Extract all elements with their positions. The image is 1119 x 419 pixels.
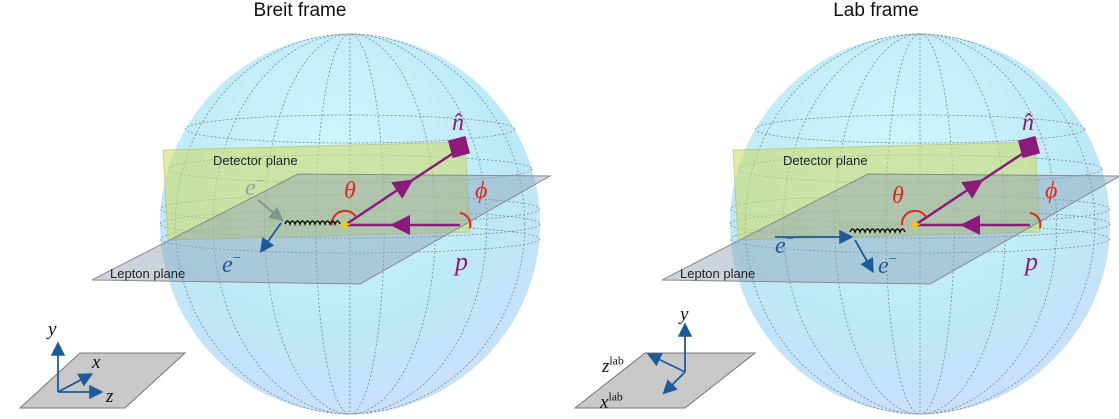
latitude <box>159 209 541 239</box>
electron-in-label-base: e <box>245 175 256 201</box>
lepton-label: Lepton plane <box>110 266 185 281</box>
axis-label-base: z <box>105 386 114 407</box>
axis-label: x <box>91 352 101 373</box>
axis-label-base: y <box>678 304 689 325</box>
latitude <box>167 154 533 184</box>
electron-out-label-base: e <box>222 252 233 278</box>
electron-out-label-base: e <box>878 253 889 279</box>
theta-label: θ <box>344 178 356 204</box>
panel: Breit frame Detector plane Lepton plane n̂ p… <box>18 0 552 415</box>
photon <box>849 228 906 234</box>
electron-out-label: e− <box>878 251 897 279</box>
axis-label-base: z <box>601 356 610 377</box>
n-line <box>914 179 984 227</box>
detector-box <box>447 135 471 159</box>
phi-arc <box>459 212 472 229</box>
lepton-label: Lepton plane <box>680 266 755 281</box>
axis-label: zlab <box>601 354 624 377</box>
latitude <box>737 154 1103 184</box>
axis-arrow <box>662 371 686 395</box>
panel-title: Breit frame <box>254 0 347 21</box>
p-label: p <box>1023 247 1038 276</box>
detector-box <box>1017 135 1041 159</box>
detector-label: Detector plane <box>213 153 298 168</box>
latitude <box>755 114 1085 144</box>
axis-label: xlab <box>599 390 623 413</box>
theta-label: θ <box>892 183 904 209</box>
axis-arrow <box>57 373 94 393</box>
axis-label-sup: lab <box>609 354 623 367</box>
electron-in-label-sup: − <box>786 231 794 247</box>
electron-in-label: e− <box>775 231 794 259</box>
photon <box>284 220 341 226</box>
n-line-2 <box>974 150 1026 187</box>
panel-title: Lab frame <box>833 0 919 21</box>
panel: Lab frame Detector plane Lepton plane n̂ p ϕ θ… <box>573 0 1119 415</box>
axis-label: y <box>678 304 689 325</box>
latitude <box>729 209 1111 239</box>
latitude <box>185 114 515 144</box>
electron-out-label-sup: − <box>233 250 241 266</box>
axis-label-base: x <box>91 352 101 373</box>
electron-out-label: e− <box>222 250 241 278</box>
phi-label: ϕ <box>475 178 487 204</box>
n-hat: n̂ <box>1022 110 1034 136</box>
vertex-star <box>909 219 921 230</box>
axis-arrow <box>646 353 686 373</box>
p-label: p <box>453 247 468 276</box>
axis-label-sup: lab <box>608 390 622 403</box>
electron-in <box>257 199 284 222</box>
n-hat: n̂ <box>452 110 464 136</box>
electron-out-label-sup: − <box>889 251 897 267</box>
electron-out <box>854 239 874 274</box>
axis-label-base: y <box>46 319 57 340</box>
electron-in-label-sup: − <box>256 173 264 189</box>
axes-plane <box>18 352 187 409</box>
electron-in-label-base: e <box>775 233 786 259</box>
lepton-plane <box>661 173 1119 285</box>
electron-out <box>259 222 282 253</box>
electron-in-label: e− <box>245 173 264 201</box>
detector-label: Detector plane <box>783 153 868 168</box>
n-line <box>344 179 414 227</box>
phi-label: ϕ <box>1045 178 1057 204</box>
axis-label-base: x <box>599 392 609 413</box>
axis-label: z <box>105 386 114 407</box>
lepton-plane <box>91 173 552 285</box>
axis-label: y <box>46 319 57 340</box>
vertex-star <box>339 219 351 230</box>
n-line-2 <box>404 150 456 187</box>
phi-arc <box>1029 212 1042 229</box>
theta-arc <box>900 209 927 226</box>
